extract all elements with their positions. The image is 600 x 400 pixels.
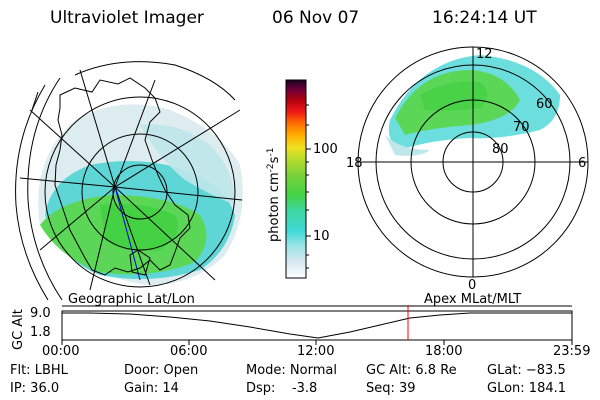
glon-info: GLon: 184.1 [487, 381, 567, 396]
colorbar-tick-100: 100 [313, 142, 338, 157]
mlt-label-12: 12 [476, 47, 493, 62]
mlat-label-60: 60 [536, 97, 553, 112]
mlt-label-18: 18 [346, 156, 363, 171]
filter-info: Flt: LBHL [10, 363, 68, 378]
mlat-label-80: 80 [492, 142, 509, 157]
polar-plot: 12 18 6 0 60 70 80 [346, 46, 589, 293]
mlt-label-0: 0 [468, 278, 476, 293]
mlt-label-6: 6 [578, 156, 586, 171]
timeline-panel: GC Alt [11, 305, 573, 350]
geographic-map [15, 61, 243, 301]
time-label: 16:24:14 UT [432, 8, 537, 28]
gain-info: Gain: 14 [124, 381, 179, 396]
geographic-coords-label: Geographic Lat/Lon [68, 292, 195, 307]
colorbar-unit-label: photon cm-2s-1 [266, 148, 282, 242]
mode-info: Mode: Normal [246, 363, 337, 378]
time-tick-1800: 18:00 [425, 344, 463, 359]
time-tick-0600: 06:00 [170, 344, 208, 359]
time-tick-0000: 00:00 [42, 344, 80, 359]
date-label: 06 Nov 07 [272, 8, 360, 28]
gc-alt-tick-min: 1.8 [30, 325, 51, 340]
mlat-label-70: 70 [513, 120, 530, 135]
colorbar: 100 10 photon cm-2s-1 [266, 79, 338, 279]
door-info: Door: Open [124, 363, 199, 378]
seq-info: Seq: 39 [366, 381, 416, 396]
gc-alt-tick-max: 9.0 [30, 306, 51, 321]
gc-alt-info: GC Alt: 6.8 Re [366, 363, 457, 378]
ip-info: IP: 36.0 [10, 381, 60, 396]
instrument-title: Ultraviolet Imager [50, 8, 204, 28]
time-tick-1200: 12:00 [297, 344, 335, 359]
colorbar-tick-10: 10 [313, 229, 330, 244]
apex-coords-label: Apex MLat/MLT [424, 292, 522, 307]
glat-info: GLat: −83.5 [487, 363, 566, 378]
dsp-info: Dsp: -3.8 [246, 381, 318, 396]
time-tick-2359: 23:59 [553, 344, 591, 359]
gc-alt-axis-label: GC Alt [11, 309, 26, 350]
